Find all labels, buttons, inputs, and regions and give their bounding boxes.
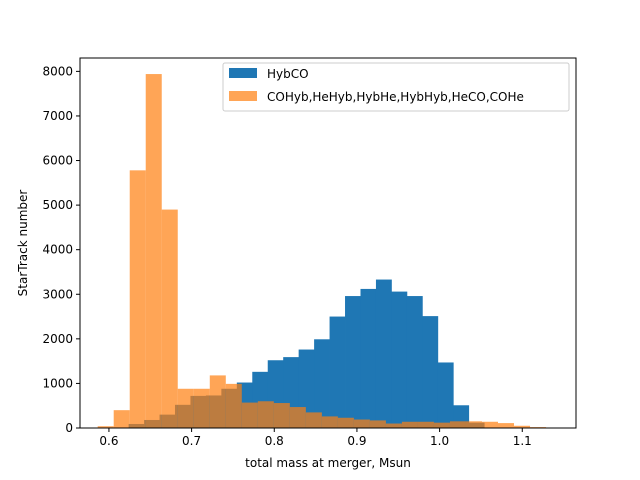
bar-mixed [321, 416, 338, 428]
bar-mixed [337, 417, 354, 428]
legend-box [222, 62, 570, 112]
bar-mixed [498, 423, 515, 428]
y-tick-label: 1000 [42, 376, 73, 390]
bar-hybco [345, 296, 361, 428]
bar-hybco [422, 316, 439, 428]
bar-mixed [417, 421, 434, 428]
series-mixed-bars [97, 74, 547, 429]
x-axis-label: total mass at merger, Msun [245, 456, 411, 470]
y-axis-label: StarTrack number [16, 190, 30, 297]
bar-mixed [193, 388, 210, 428]
y-tick-label: 5000 [42, 198, 73, 212]
bar-mixed [514, 425, 531, 428]
bar-mixed [369, 420, 386, 428]
bar-mixed [289, 407, 306, 428]
bar-mixed [433, 422, 450, 428]
bar-hybco [437, 362, 454, 428]
bar-hybco [406, 296, 423, 428]
x-tick-label: 0.9 [347, 434, 366, 448]
bar-mixed [177, 388, 194, 428]
plot-frame [79, 57, 577, 429]
bar-hybco [314, 339, 330, 428]
bar-mixed [225, 383, 242, 428]
y-tick-label: 0 [65, 421, 73, 435]
y-tick-label: 2000 [42, 332, 73, 346]
bar-mixed [305, 412, 322, 428]
bar-mixed [209, 375, 226, 428]
y-axis-ticks: 0 1000 2000 3000 4000 5000 6000 7000 8000 [42, 64, 80, 435]
bar-hybco [360, 288, 377, 428]
bar-mixed [481, 421, 498, 428]
y-tick-label: 7000 [42, 109, 73, 123]
y-tick-label: 3000 [42, 287, 73, 301]
legend-swatch-mixed [229, 91, 257, 101]
legend: HybCO COHyb,HeHyb,HybHe,HybHyb,HeCO,COHe [222, 62, 570, 112]
bar-mixed [129, 170, 146, 428]
x-axis-ticks: 0.6 0.7 0.8 0.9 1.0 1.1 [99, 428, 532, 448]
bar-mixed [465, 421, 482, 428]
y-tick-label: 6000 [42, 154, 73, 168]
legend-label-hybco: HybCO [267, 67, 309, 81]
x-tick-label: 1.0 [430, 434, 449, 448]
bar-mixed [257, 401, 274, 428]
bar-mixed [273, 403, 290, 428]
bar-hybco [375, 279, 392, 428]
legend-swatch-hybco [229, 68, 257, 78]
bar-mixed [449, 421, 466, 428]
bar-hybco [329, 316, 346, 428]
bar-mixed [97, 426, 114, 428]
bar-mixed [161, 209, 178, 428]
x-tick-label: 1.1 [513, 434, 532, 448]
bar-mixed [113, 410, 130, 428]
y-tick-label: 4000 [42, 243, 73, 257]
legend-label-mixed: COHyb,HeHyb,HybHe,HybHyb,HeCO,COHe [267, 90, 524, 104]
bar-mixed [401, 421, 418, 428]
x-tick-label: 0.6 [99, 434, 118, 448]
bar-mixed [353, 419, 370, 428]
bar-mixed [385, 423, 402, 428]
bar-mixed [241, 402, 258, 428]
bar-hybco [391, 291, 408, 428]
x-tick-label: 0.8 [265, 434, 284, 448]
x-tick-label: 0.7 [182, 434, 201, 448]
bar-mixed [145, 74, 162, 429]
y-tick-label: 8000 [42, 64, 73, 78]
